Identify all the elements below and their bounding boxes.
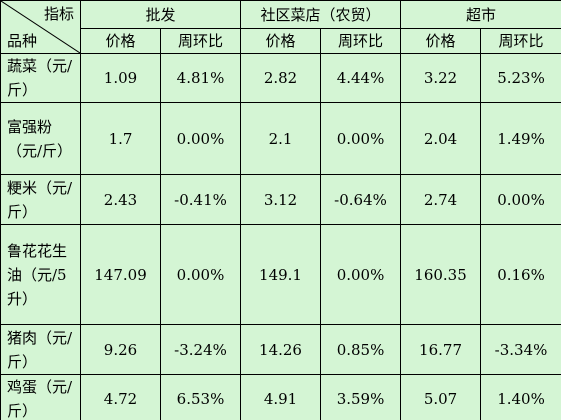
group-header: 社区菜店（农贸） xyxy=(240,0,402,29)
data-row: 鲁花花生油（元/5升） 147.09 0.00% 149.1 0.00% 160.35 0.… xyxy=(0,224,561,325)
cell: 4.81% xyxy=(159,53,242,103)
cell: 5.23% xyxy=(480,53,561,103)
cell: 1.7 xyxy=(80,102,161,175)
row-label: 富强粉（元/斤） xyxy=(0,102,81,175)
cell: -0.41% xyxy=(159,174,242,225)
cell: 2.82 xyxy=(240,53,322,103)
cell: 4.91 xyxy=(240,374,322,420)
diagonal xyxy=(1,1,80,53)
corner-cell: 指标 品种 xyxy=(0,0,81,54)
corner-top: 指标 xyxy=(43,5,74,23)
cell: 3.59% xyxy=(320,374,402,420)
cell: 16.77 xyxy=(400,324,482,375)
cell: 4.72 xyxy=(80,374,161,420)
subheader: 周环比 xyxy=(320,28,402,54)
cell: -3.24% xyxy=(159,324,242,375)
cell: 14.26 xyxy=(240,324,322,375)
subheader: 周环比 xyxy=(159,28,242,54)
cell: 0.00% xyxy=(480,174,561,225)
cell: -3.34% xyxy=(480,324,561,375)
cell: 147.09 xyxy=(80,224,161,325)
data-row: 猪肉（元/斤） 9.26 -3.24% 14.26 0.85% 16.77 -3.34% xyxy=(0,324,561,375)
cell: 4.44% xyxy=(320,53,402,103)
cell: 2.04 xyxy=(400,102,482,175)
cell: 1.49% xyxy=(480,102,561,175)
cell: 2.74 xyxy=(400,174,482,225)
cell: 0.16% xyxy=(480,224,561,325)
subheader: 价格 xyxy=(400,28,482,54)
data-row: 富强粉（元/斤） 1.7 0.00% 2.1 0.00% 2.04 1.49% xyxy=(0,102,561,175)
cell: 1.40% xyxy=(480,374,561,420)
cell: 0.00% xyxy=(159,102,242,175)
cell: 160.35 xyxy=(400,224,482,325)
row-label: 粳米（元/斤） xyxy=(0,174,81,225)
cell: 0.00% xyxy=(159,224,242,325)
data-row: 蔬菜（元/斤） 1.09 4.81% 2.82 4.44% 3.22 5.23% xyxy=(0,53,561,103)
corner-bottom: 品种 xyxy=(7,32,38,50)
cell: 0.00% xyxy=(320,224,402,325)
cell: 9.26 xyxy=(80,324,161,375)
row-label: 猪肉（元/斤） xyxy=(0,324,81,375)
row-label: 鲁花花生油（元/5升） xyxy=(0,224,81,325)
row-label: 鸡蛋（元/斤） xyxy=(0,374,81,420)
cell: 2.1 xyxy=(240,102,322,175)
cell: 0.85% xyxy=(320,324,402,375)
cell: 3.22 xyxy=(400,53,482,103)
data-row: 粳米（元/斤） 2.43 -0.41% 3.12 -0.64% 2.74 0.00% xyxy=(0,174,561,225)
cell: 1.09 xyxy=(80,53,161,103)
subheader: 周环比 xyxy=(480,28,561,54)
subheader: 价格 xyxy=(80,28,161,54)
cell: 3.12 xyxy=(240,174,322,225)
subheader: 价格 xyxy=(240,28,322,54)
cell: 6.53% xyxy=(159,374,242,420)
group-header: 批发 xyxy=(79,0,242,29)
group-row: 指标 品种 批发 社区菜店（农贸） 超市 xyxy=(0,0,561,54)
cell: 2.43 xyxy=(80,174,161,225)
group-header: 超市 xyxy=(400,0,561,29)
cell: 5.07 xyxy=(400,374,482,420)
row-label: 蔬菜（元/斤） xyxy=(0,53,81,103)
subheader-row: 价格 周环比 价格 周环比 价格 周环比 xyxy=(1,28,561,54)
cell: -0.64% xyxy=(320,174,402,225)
cell: 149.1 xyxy=(240,224,322,325)
cell: 0.00% xyxy=(320,102,402,175)
data-row: 鸡蛋（元/斤） 4.72 6.53% 4.91 3.59% 5.07 1.40% xyxy=(0,374,561,420)
